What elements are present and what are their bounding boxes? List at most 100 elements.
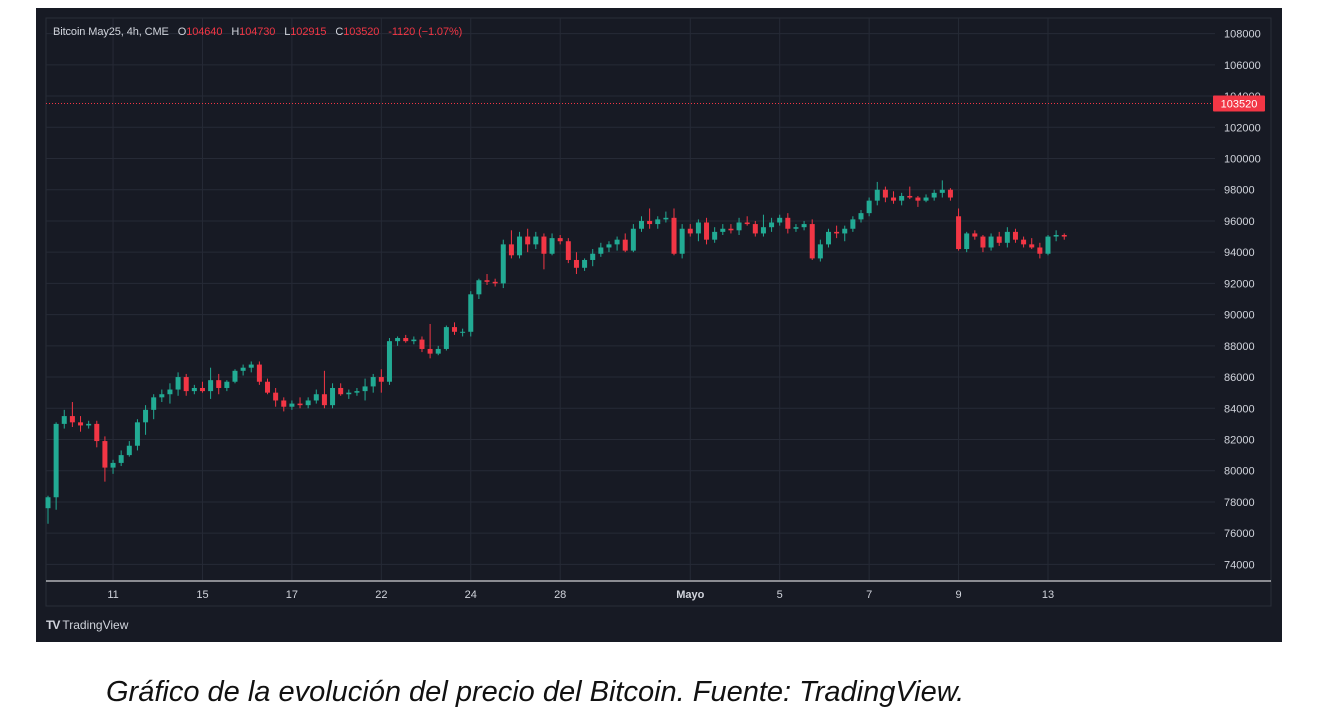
candle-body bbox=[923, 197, 929, 201]
candle-body bbox=[1004, 231, 1010, 243]
x-tick-label: 22 bbox=[375, 589, 387, 601]
candle-body bbox=[573, 259, 579, 268]
candle-body bbox=[736, 222, 742, 231]
y-tick-label: 108000 bbox=[1224, 29, 1261, 41]
legend-low-label: L bbox=[284, 26, 291, 38]
candle-body bbox=[159, 394, 165, 398]
candle-body bbox=[256, 364, 262, 382]
candle-body bbox=[622, 239, 628, 251]
candle-body bbox=[695, 222, 701, 234]
candle-body bbox=[208, 380, 214, 392]
candle-body bbox=[1029, 244, 1035, 248]
candle-body bbox=[265, 381, 271, 393]
candle-body bbox=[687, 228, 693, 234]
candle-body bbox=[533, 236, 539, 245]
candle-body bbox=[94, 423, 100, 442]
candle-body bbox=[167, 389, 173, 395]
x-tick-label: 17 bbox=[286, 589, 298, 601]
candle-body bbox=[1012, 231, 1018, 240]
chart-legend: Bitcoin May25, 4h, CME O104640 H104730 L… bbox=[53, 26, 462, 38]
x-tick-label: 13 bbox=[1042, 589, 1054, 601]
candle-body bbox=[1061, 234, 1067, 237]
candle-body bbox=[378, 377, 384, 382]
candle-body bbox=[199, 387, 205, 392]
candle-body bbox=[785, 217, 791, 229]
candle-body bbox=[614, 239, 620, 245]
candle-body bbox=[939, 189, 945, 193]
candle-body bbox=[565, 241, 571, 260]
candle-body bbox=[403, 338, 409, 342]
candle-body bbox=[720, 228, 726, 232]
candle-body bbox=[248, 364, 254, 368]
candle-body bbox=[330, 387, 336, 406]
candle-body bbox=[899, 195, 905, 201]
legend-high-label: H bbox=[231, 26, 240, 38]
y-tick-label: 94000 bbox=[1224, 247, 1255, 259]
candle-body bbox=[240, 367, 246, 371]
candle-body bbox=[590, 253, 596, 260]
candle-body bbox=[484, 280, 490, 282]
y-tick-label: 90000 bbox=[1224, 310, 1255, 322]
candle-body bbox=[638, 220, 644, 229]
y-tick-label: 96000 bbox=[1224, 216, 1255, 228]
candle-body bbox=[468, 294, 474, 332]
candle-body bbox=[996, 236, 1002, 243]
candle-body bbox=[183, 377, 189, 392]
candle-body bbox=[45, 497, 51, 509]
candle-body bbox=[346, 392, 352, 395]
candle-body bbox=[931, 192, 937, 198]
candle-body bbox=[647, 220, 653, 225]
candle-body bbox=[126, 445, 132, 456]
candle-body bbox=[460, 331, 466, 333]
y-tick-label: 86000 bbox=[1224, 372, 1255, 384]
candle-body bbox=[134, 422, 140, 446]
x-tick-label: 24 bbox=[465, 589, 477, 601]
candle-body bbox=[508, 244, 514, 256]
y-tick-label: 98000 bbox=[1224, 185, 1255, 197]
candle-body bbox=[143, 409, 149, 423]
y-tick-label: 76000 bbox=[1224, 528, 1255, 540]
candle-body bbox=[704, 222, 710, 240]
y-tick-label: 74000 bbox=[1224, 559, 1255, 571]
candle-body bbox=[630, 228, 636, 251]
candle-body bbox=[606, 244, 612, 248]
y-tick-label: 100000 bbox=[1224, 154, 1261, 166]
candle-body bbox=[801, 224, 807, 228]
candle-body bbox=[297, 403, 303, 406]
legend-open-label: O bbox=[177, 26, 187, 38]
candle-body bbox=[86, 423, 92, 426]
candle-body bbox=[988, 236, 994, 248]
tradingview-brand[interactable]: TV TradingView bbox=[46, 618, 128, 632]
candle-body bbox=[671, 217, 677, 254]
candlestick-chart[interactable]: 74000 76000 78000 80000 82000 84000 86000 88000… bbox=[36, 8, 1282, 642]
candle-body bbox=[972, 233, 978, 237]
candle-body bbox=[500, 244, 506, 284]
candle-body bbox=[541, 236, 547, 254]
legend-close-value: 103520 bbox=[343, 26, 380, 38]
candle-body bbox=[216, 380, 222, 388]
candle-body bbox=[452, 327, 457, 332]
legend-high-value: 104730 bbox=[239, 26, 276, 38]
plot-border bbox=[45, 17, 1272, 607]
candle-body bbox=[850, 219, 856, 229]
candle-body bbox=[891, 197, 897, 201]
candle-body bbox=[728, 228, 734, 231]
x-tick-label: 15 bbox=[196, 589, 208, 601]
legend-symbol: Bitcoin May25, 4h, CME bbox=[53, 26, 169, 38]
candle-body bbox=[582, 259, 588, 268]
candle-body bbox=[1045, 236, 1051, 254]
y-tick-label: 88000 bbox=[1224, 341, 1255, 353]
candle-body bbox=[882, 189, 888, 198]
candle-body bbox=[362, 386, 368, 392]
candle-body bbox=[744, 222, 750, 225]
candle-body bbox=[874, 189, 880, 201]
candle-body bbox=[232, 370, 238, 382]
candle-body bbox=[191, 387, 197, 392]
candle-body bbox=[61, 416, 67, 424]
candle-body bbox=[712, 231, 718, 240]
candle-body bbox=[655, 219, 661, 225]
legend-change: -1120 (−1.07%) bbox=[388, 26, 463, 38]
y-tick-label: 102000 bbox=[1224, 122, 1261, 134]
candle-body bbox=[915, 197, 921, 201]
candle-body bbox=[809, 224, 815, 259]
